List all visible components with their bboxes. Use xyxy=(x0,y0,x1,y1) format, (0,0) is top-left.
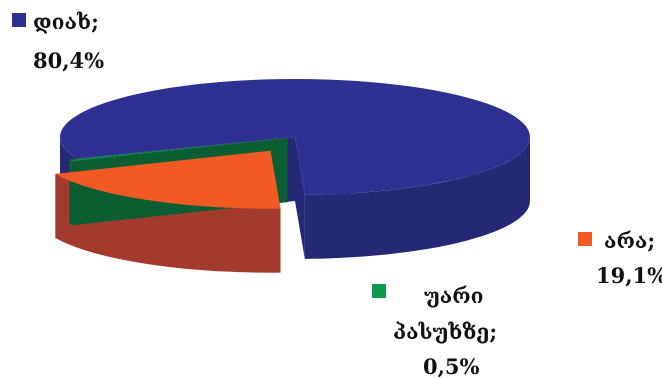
slice-label-no-answer-line2: პასუხზე; xyxy=(393,319,497,344)
legend-swatch-yes xyxy=(12,13,26,27)
pie-slice-yes xyxy=(60,79,530,195)
pie-slice-no-answer xyxy=(69,138,288,162)
slice-value-no: 19,1% xyxy=(596,263,662,288)
legend-swatch-no-answer xyxy=(372,284,386,298)
slice-label-no-answer-line1: უარი xyxy=(424,283,484,308)
slice-label-yes: დიახ; xyxy=(33,9,99,34)
slice-value-no-answer: 0,5% xyxy=(423,354,480,379)
slice-label-no: არა; xyxy=(604,228,655,253)
pie-side-yes-wall xyxy=(304,137,530,259)
pie-slices xyxy=(55,79,530,273)
pie-slice-no xyxy=(55,150,281,209)
pie-side-yes-edge-1 xyxy=(295,137,305,259)
slice-value-yes: 80,4% xyxy=(33,48,104,73)
legend-swatch-no xyxy=(578,232,592,246)
